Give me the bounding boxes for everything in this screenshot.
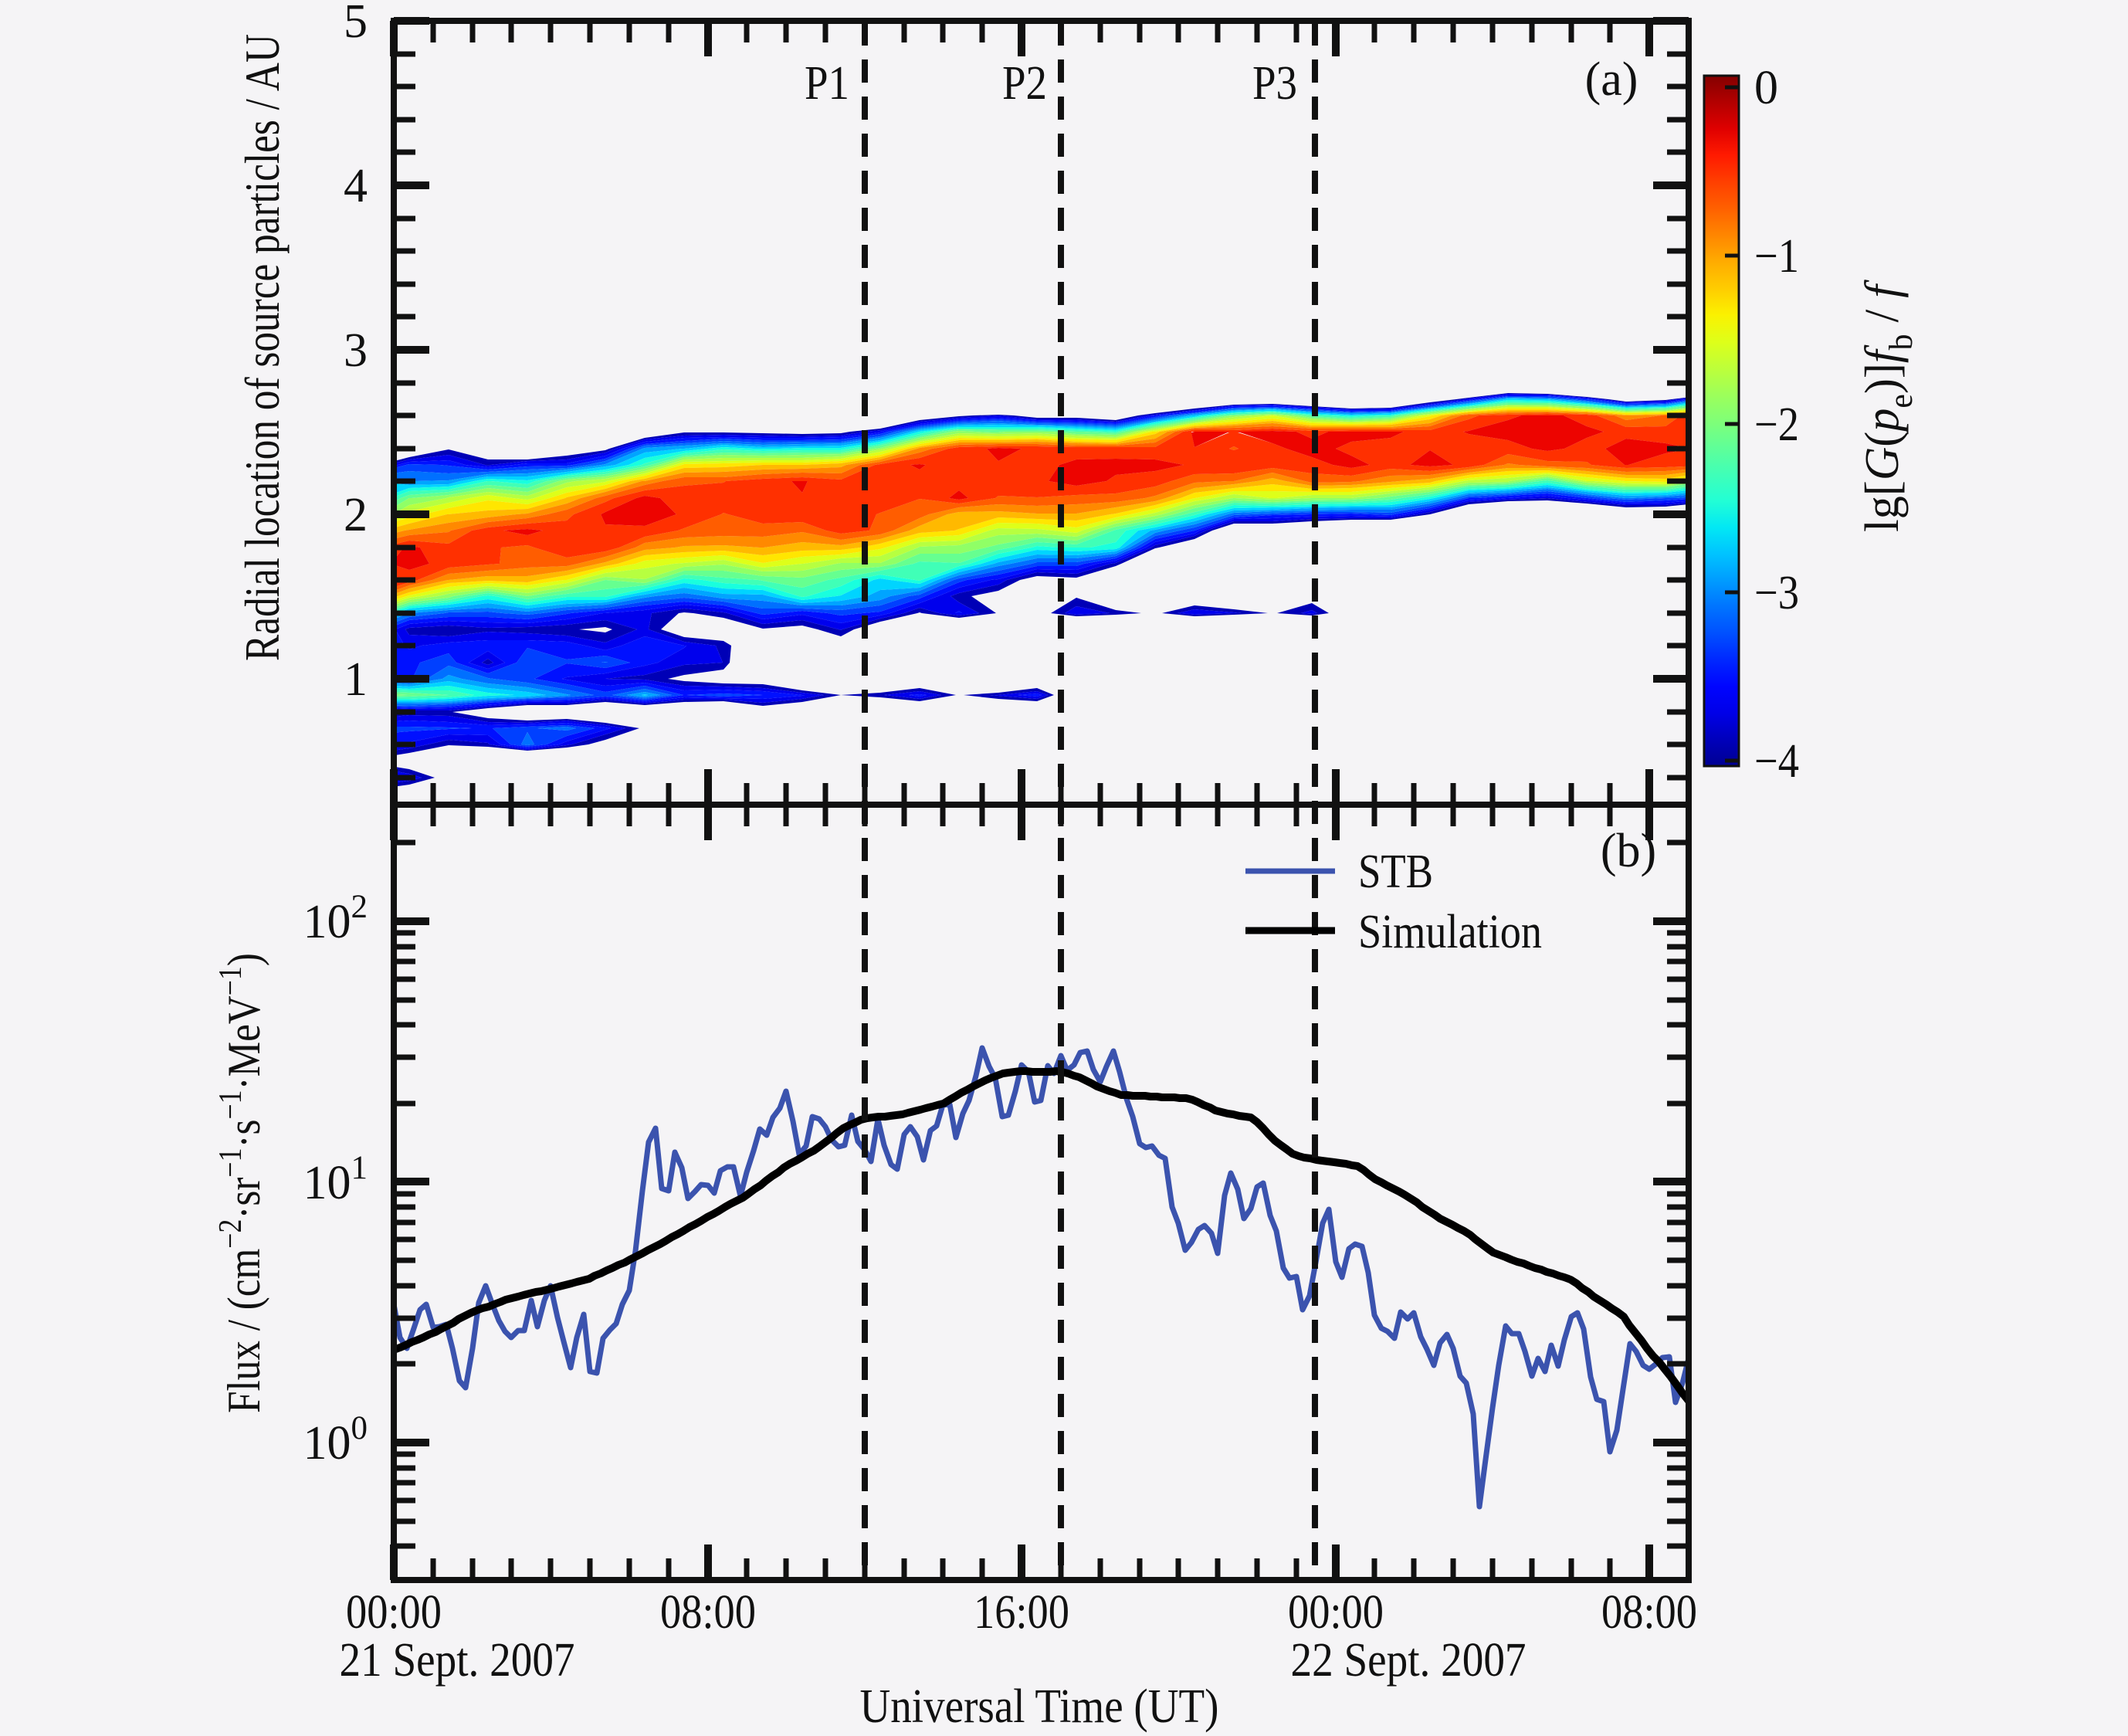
svg-text:00:00: 00:00 [1288, 1586, 1384, 1639]
svg-text:P3: P3 [1252, 57, 1297, 110]
svg-text:3: 3 [344, 324, 368, 377]
svg-text:Flux / (cm−2·sr−1·s−1·MeV−1): Flux / (cm−2·sr−1·s−1·MeV−1) [212, 953, 270, 1413]
svg-text:−1: −1 [1754, 230, 1799, 283]
svg-text:08:00: 08:00 [1601, 1586, 1697, 1639]
svg-text:00:00: 00:00 [346, 1586, 442, 1639]
svg-text:Simulation: Simulation [1358, 906, 1542, 958]
svg-text:16:00: 16:00 [974, 1586, 1069, 1639]
svg-text:−2: −2 [1754, 398, 1799, 451]
svg-text:STB: STB [1358, 846, 1433, 898]
svg-text:4: 4 [344, 160, 368, 212]
svg-text:P1: P1 [805, 57, 849, 110]
svg-text:21 Sept. 2007: 21 Sept. 2007 [340, 1634, 575, 1687]
svg-text:Universal Time (UT): Universal Time (UT) [860, 1680, 1219, 1733]
svg-text:22 Sept. 2007: 22 Sept. 2007 [1291, 1634, 1527, 1687]
svg-text:−4: −4 [1754, 735, 1799, 788]
svg-text:5: 5 [344, 0, 368, 48]
svg-text:(a): (a) [1585, 53, 1638, 106]
svg-text:−3: −3 [1754, 567, 1799, 619]
svg-text:P2: P2 [1002, 57, 1047, 110]
svg-text:1: 1 [344, 653, 368, 706]
svg-text:(b): (b) [1601, 825, 1656, 877]
svg-text:0: 0 [1754, 62, 1778, 114]
svg-text:2: 2 [344, 489, 368, 541]
svg-text:lg[G(pe)]fb / f: lg[G(pe)]fb / f [1856, 280, 1920, 532]
svg-text:08:00: 08:00 [660, 1586, 756, 1639]
svg-text:Radial location of source part: Radial location of source particles / AU [235, 34, 290, 661]
